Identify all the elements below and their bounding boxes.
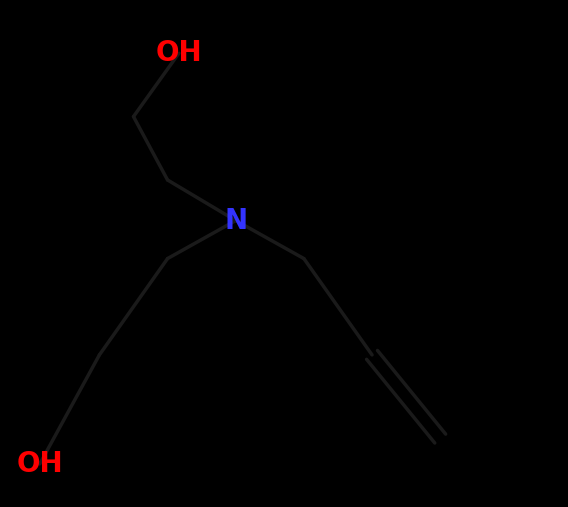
Text: N: N bbox=[224, 206, 247, 235]
Text: OH: OH bbox=[156, 39, 202, 67]
Text: OH: OH bbox=[16, 450, 63, 478]
